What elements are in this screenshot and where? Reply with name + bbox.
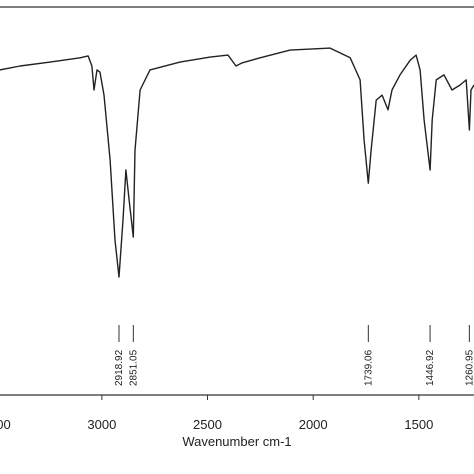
- peak-label: 2918.92: [114, 349, 125, 386]
- peak-label: 1260.95: [464, 349, 474, 386]
- spectrum-line: [0, 47, 474, 278]
- x-tick-label: 3000: [87, 417, 116, 432]
- x-tick-label: 1500: [404, 417, 433, 432]
- x-tick-label: 2000: [299, 417, 328, 432]
- peak-label: 1446.92: [425, 349, 436, 386]
- peak-label: 2851.05: [128, 349, 139, 386]
- x-axis-label: Wavenumber cm-1: [182, 434, 291, 449]
- peak-label: 1739.06: [363, 349, 374, 386]
- x-tick-label: 3500: [0, 417, 11, 432]
- x-tick-label: 2500: [193, 417, 222, 432]
